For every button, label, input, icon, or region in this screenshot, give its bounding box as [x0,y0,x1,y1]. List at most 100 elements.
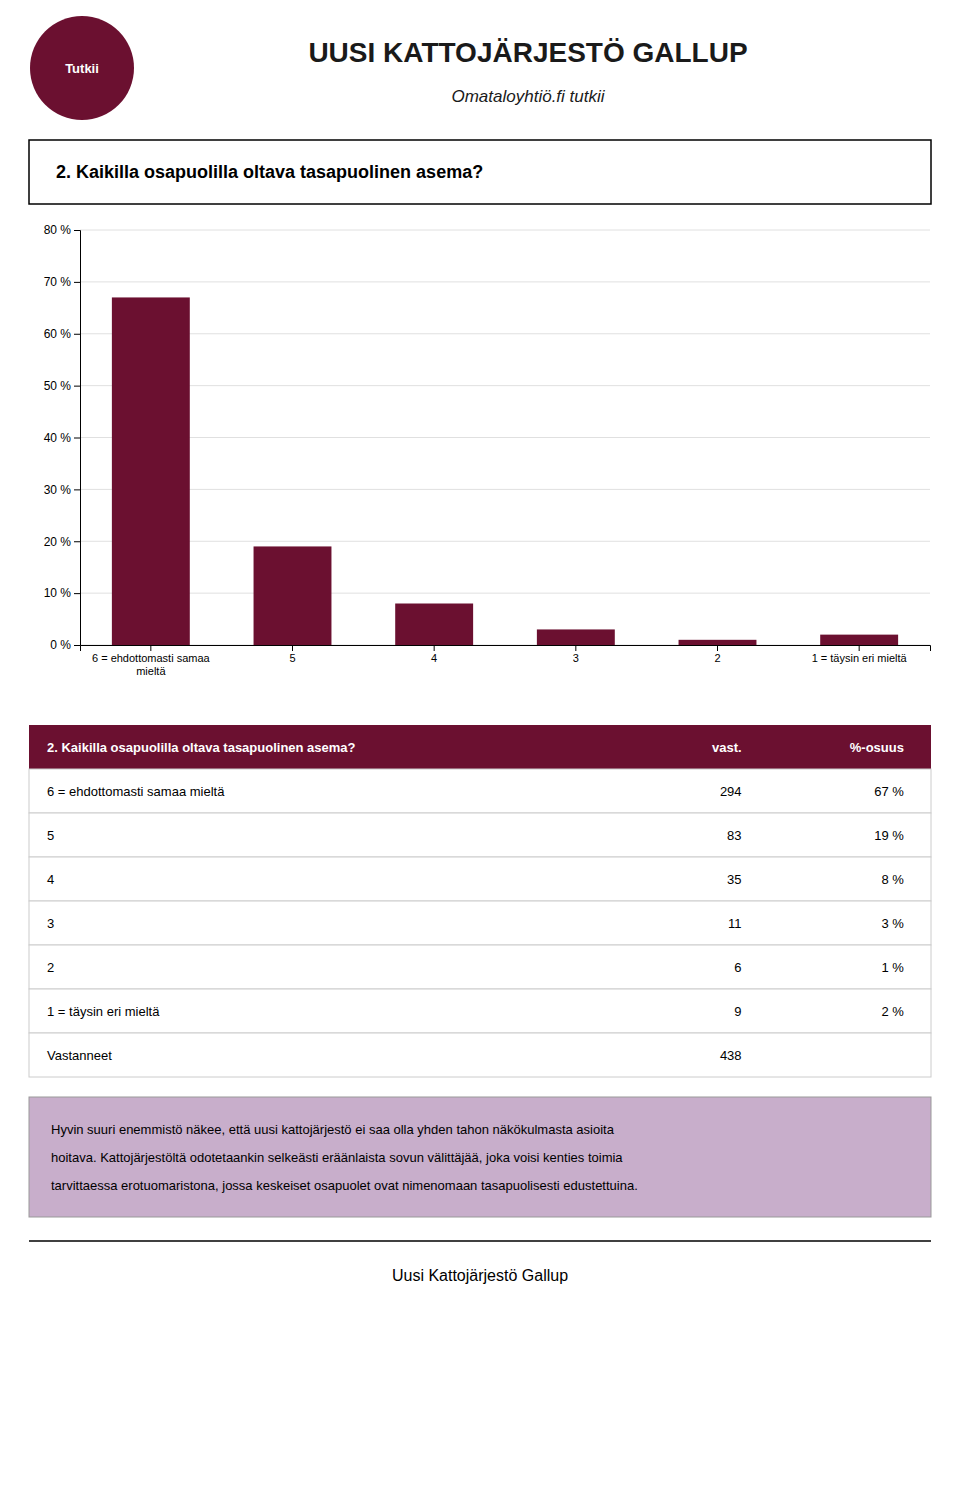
y-tick: 40 % [44,431,80,445]
tick-label: 5 [289,652,295,664]
bar [679,640,757,645]
axis-domain [81,646,931,652]
x-tick: 1 = täysin eri mieltä [812,645,908,664]
table-cell: 8 % [882,872,905,887]
bar [820,635,898,645]
y-tick: 80 % [44,223,80,237]
x-tick: 3 [573,645,579,664]
grid-line [80,489,930,490]
tick-mark [74,593,80,594]
table-row-bg [29,857,931,901]
table-cell: 1 = täysin eri mieltä [47,1004,160,1019]
tick-label: 20 % [44,535,72,549]
y-tick: 60 % [44,327,80,341]
table-header-bg [29,725,931,769]
tick-mark [434,645,435,651]
tick-label: 60 % [44,327,72,341]
x-tick: 6 = ehdottomasti samaamieltä [92,645,211,677]
table-cell: 11 [728,916,742,931]
page: TutkiiUUSI KATTOJÄRJESTÖ GALLUPOmataloyh… [0,0,960,1503]
tick-label: 50 % [44,379,72,393]
tick-mark [74,282,80,283]
table-cell: 35 [727,872,741,887]
tick-label: 3 [573,652,579,664]
table-cell: 1 % [882,960,905,975]
table-cell: 83 [727,828,741,843]
table-header-cell: vast. [712,740,742,755]
grid-line [80,593,930,594]
footer: Uusi Kattojärjestö Gallup [392,1267,568,1284]
comment-line: Hyvin suuri enemmistö näkee, että uusi k… [51,1122,615,1137]
bar [254,546,332,645]
tick-mark [717,645,718,651]
tick-label-line: 6 = ehdottomasti samaa [92,652,211,664]
y-tick: 30 % [44,483,80,497]
tick-label-line: 2 [714,652,720,664]
table-cell: 9 [734,1004,741,1019]
grid [80,230,930,645]
question-frame [29,140,931,204]
y-tick: 0 % [50,638,80,652]
table-cell: 6 [734,960,741,975]
table-cell: 6 = ehdottomasti samaa mieltä [47,784,225,799]
tick-mark [74,386,80,387]
table-cell: 2 % [882,1004,905,1019]
table-cell: 19 % [874,828,904,843]
y-tick: 10 % [44,586,80,600]
table-row-bg [29,813,931,857]
table-cell: 5 [47,828,54,843]
table-cell: 294 [720,784,742,799]
table-row-bg [29,901,931,945]
tick-mark [859,645,860,651]
bar-chart: 0 % 10 % 20 % 30 % 40 % 50 % 60 % 70 % 80 % 6 = e… [44,223,931,677]
tick-label-line: 3 [573,652,579,664]
bar [112,297,190,645]
tick-label-line: 5 [289,652,295,664]
axis-domain [74,231,81,646]
y-tick: 20 % [44,535,80,549]
tick-mark [575,645,576,651]
tick-label: 2 [714,652,720,664]
x-axis: 6 = ehdottomasti samaamieltä 5 4 3 2 1 = täys… [81,645,931,677]
subtitle: Omataloyhtiö.fi tutkii [451,87,605,106]
table-cell: 67 % [874,784,904,799]
tick-mark [74,489,80,490]
table: 2. Kaikilla osapuolilla oltava tasapuoli… [29,725,931,1077]
tick-label: 70 % [44,275,72,289]
grid-line [80,541,930,542]
tick-label-line: 4 [431,652,437,664]
separator [29,1240,931,1242]
tick-mark [292,645,293,651]
tick-mark [74,334,80,335]
header: TutkiiUUSI KATTOJÄRJESTÖ GALLUPOmataloyh… [30,16,748,120]
grid-line [80,281,930,282]
table-cell: 3 [47,916,54,931]
tick-label: 6 = ehdottomasti samaamieltä [92,652,211,677]
y-axis: 0 % 10 % 20 % 30 % 40 % 50 % 60 % 70 % 80 % [44,223,81,652]
x-tick: 5 [289,645,295,664]
tick-mark [150,645,151,651]
table-cell: 2 [47,960,54,975]
tick-label-line: 1 = täysin eri mieltä [812,652,908,664]
x-tick: 4 [431,645,437,664]
tick-mark [74,230,80,231]
tick-mark [74,645,80,646]
tick-label: 40 % [44,431,72,445]
table-cell: 4 [47,872,54,887]
table-header-cell: 2. Kaikilla osapuolilla oltava tasapuoli… [47,740,356,755]
comment-line: hoitava. Kattojärjestöltä odotetaankin s… [51,1150,623,1165]
table-row-bg [29,989,931,1033]
table-row-bg [29,945,931,989]
bar [537,629,615,645]
table-cell: 3 % [882,916,905,931]
bar [395,604,473,646]
tick-label: 1 = täysin eri mieltä [812,652,908,664]
chart-title: 2. Kaikilla osapuolilla oltava tasapuoli… [56,162,483,182]
tick-label: 30 % [44,483,72,497]
x-tick: 2 [714,645,720,664]
comment-line: tarvittaessa erotuomaristona, jossa kesk… [51,1178,638,1193]
bars [112,297,898,645]
table-row-bg [29,769,931,813]
logo-text: Tutkii [65,61,99,76]
table-row-bg [29,1033,931,1077]
